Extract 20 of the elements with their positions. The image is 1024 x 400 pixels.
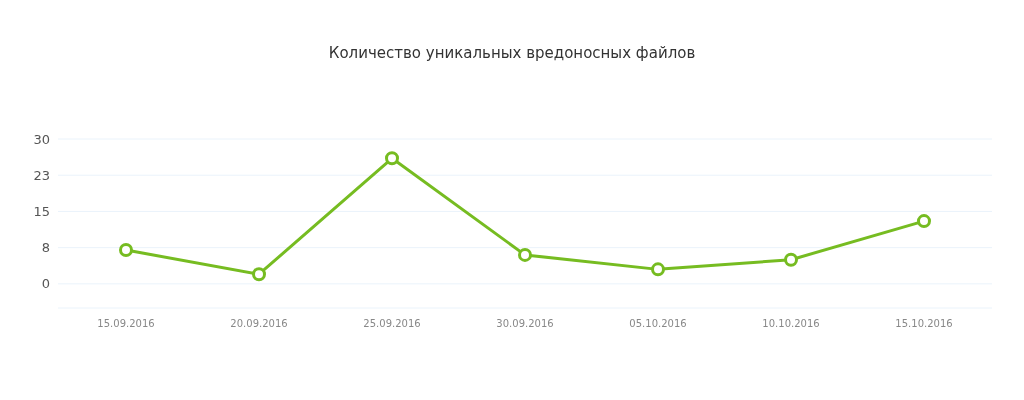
y-tick-label: 8 <box>41 240 50 256</box>
x-tick-label: 05.10.2016 <box>629 318 687 330</box>
point <box>784 252 798 267</box>
point <box>119 243 133 258</box>
point <box>385 151 399 166</box>
point <box>917 214 931 229</box>
x-tick-label: 25.09.2016 <box>363 318 421 330</box>
point <box>518 247 532 262</box>
x-tick-label: 10.10.2016 <box>762 318 820 330</box>
y-tick-label: 0 <box>41 276 50 292</box>
point <box>651 262 665 277</box>
x-tick-label: 15.10.2016 <box>895 318 953 330</box>
x-tick-label: 15.09.2016 <box>97 318 155 330</box>
y-tick-label: 23 <box>33 167 50 183</box>
point <box>252 267 266 282</box>
y-tick-label: 30 <box>33 131 50 147</box>
y-tick-label: 15 <box>33 204 50 220</box>
x-tick-label: 20.09.2016 <box>230 318 288 330</box>
x-tick-label: 30.09.2016 <box>496 318 554 330</box>
chart-title: Количество уникальных вредоносных файлов <box>327 44 697 62</box>
